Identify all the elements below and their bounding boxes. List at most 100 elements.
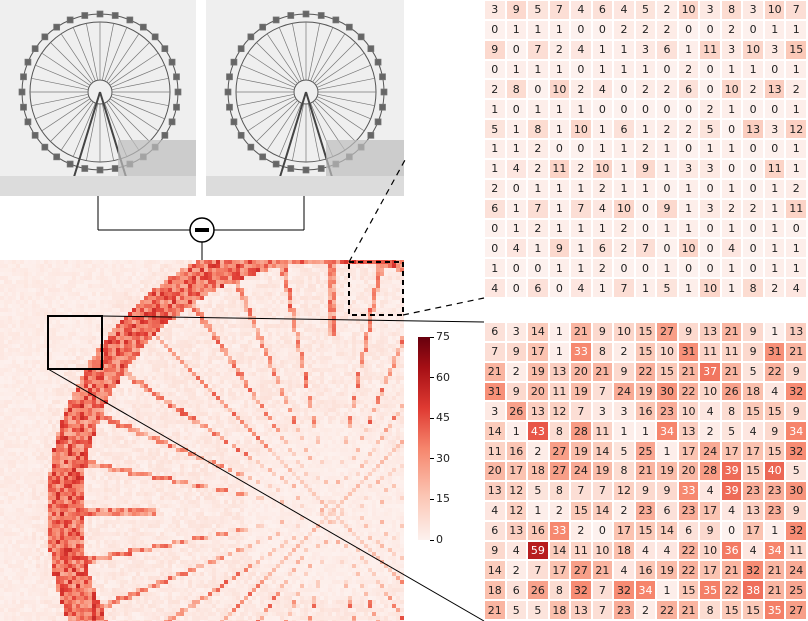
heatmap-cell (380, 340, 384, 344)
heatmap-cell (56, 260, 60, 264)
heatmap-cell (328, 276, 332, 280)
heatmap-cell (52, 340, 56, 344)
heatmap-cell (180, 336, 184, 340)
heatmap-cell (208, 360, 212, 364)
heatmap-cell (124, 268, 128, 272)
heatmap-cell (384, 328, 388, 332)
heatmap-cell (80, 324, 84, 328)
heatmap-cell (104, 316, 108, 320)
heatmap-cell (380, 316, 384, 320)
heatmap-cell (256, 292, 260, 296)
heatmap-cell (168, 292, 172, 296)
heatmap-cell (300, 360, 304, 364)
heatmap-cell (136, 280, 140, 284)
heatmap-cell (92, 308, 96, 312)
heatmap-cell (228, 296, 232, 300)
heatmap-cell (116, 332, 120, 336)
heatmap-cell (140, 332, 144, 336)
heatmap-cell (212, 356, 216, 360)
heatmap-cell (4, 296, 8, 300)
heatmap-cell (240, 292, 244, 296)
heatmap-cell (296, 340, 300, 344)
wheel-spoke (109, 52, 159, 86)
heatmap-cell (376, 336, 380, 340)
heatmap-cell (396, 336, 400, 340)
heatmap-cell (96, 340, 100, 344)
heatmap-cell (280, 268, 284, 272)
heatmap-cell (340, 296, 344, 300)
heatmap-cell (308, 324, 312, 328)
heatmap-cell (128, 316, 132, 320)
heatmap-cell (116, 364, 120, 368)
heatmap-cell (312, 280, 316, 284)
heatmap-cell (340, 300, 344, 304)
heatmap-cell (264, 352, 268, 356)
heatmap-cell (104, 264, 108, 268)
heatmap-cell (228, 292, 232, 296)
heatmap-cell (200, 308, 204, 312)
heatmap-cell (268, 352, 272, 356)
heatmap-cell (16, 324, 20, 328)
heatmap-cell (132, 336, 136, 340)
heatmap-cell (332, 348, 336, 352)
heatmap-cell (192, 320, 196, 324)
heatmap-cell (28, 312, 32, 316)
heatmap-cell (248, 304, 252, 308)
heatmap-cell (292, 272, 296, 276)
heatmap-cell (84, 336, 88, 340)
heatmap-cell (52, 296, 56, 300)
heatmap-cell (88, 348, 92, 352)
heatmap-cell (196, 300, 200, 304)
heatmap-cell (292, 356, 296, 360)
heatmap-cell (304, 272, 308, 276)
heatmap-cell (228, 284, 232, 288)
heatmap-cell (152, 264, 156, 268)
heatmap-cell (180, 276, 184, 280)
heatmap-cell (104, 308, 108, 312)
heatmap-cell (376, 272, 380, 276)
heatmap-cell (332, 312, 336, 316)
heatmap-cell (204, 272, 208, 276)
heatmap-cell (268, 296, 272, 300)
heatmap-cell (160, 308, 164, 312)
heatmap-cell (388, 360, 392, 364)
heatmap-cell (212, 320, 216, 324)
heatmap-cell (0, 296, 4, 300)
heatmap-cell (360, 272, 364, 276)
heatmap-cell (288, 284, 292, 288)
heatmap-cell (260, 284, 264, 288)
heatmap-cell (352, 308, 356, 312)
heatmap-cell (108, 320, 112, 324)
heatmap-cell (272, 352, 276, 356)
heatmap-cell (116, 324, 120, 328)
heatmap-cell (360, 344, 364, 348)
heatmap-cell (136, 312, 140, 316)
heatmap-cell (192, 364, 196, 368)
heatmap-cell (0, 348, 4, 352)
heatmap-cell (108, 348, 112, 352)
heatmap-cell (76, 304, 80, 308)
heatmap-cell (184, 364, 188, 368)
heatmap-cell (128, 260, 132, 264)
heatmap-cell (52, 344, 56, 348)
heatmap-cell (100, 260, 104, 264)
heatmap-cell (48, 316, 52, 320)
heatmap-cell (24, 284, 28, 288)
heatmap-cell (64, 340, 68, 344)
heatmap-cell (228, 268, 232, 272)
heatmap-cell (280, 320, 284, 324)
heatmap-cell (392, 332, 396, 336)
heatmap-cell (136, 284, 140, 288)
heatmap-cell (396, 328, 400, 332)
heatmap-cell (228, 340, 232, 344)
heatmap-cell (320, 276, 324, 280)
heatmap-cell (208, 348, 212, 352)
heatmap-cell (312, 296, 316, 300)
heatmap-cell (180, 292, 184, 296)
heatmap-cell (352, 292, 356, 296)
heatmap-cell (372, 336, 376, 340)
heatmap-cell (192, 272, 196, 276)
heatmap-cell (80, 296, 84, 300)
heatmap-cell (400, 276, 404, 280)
heatmap-cell (376, 348, 380, 352)
